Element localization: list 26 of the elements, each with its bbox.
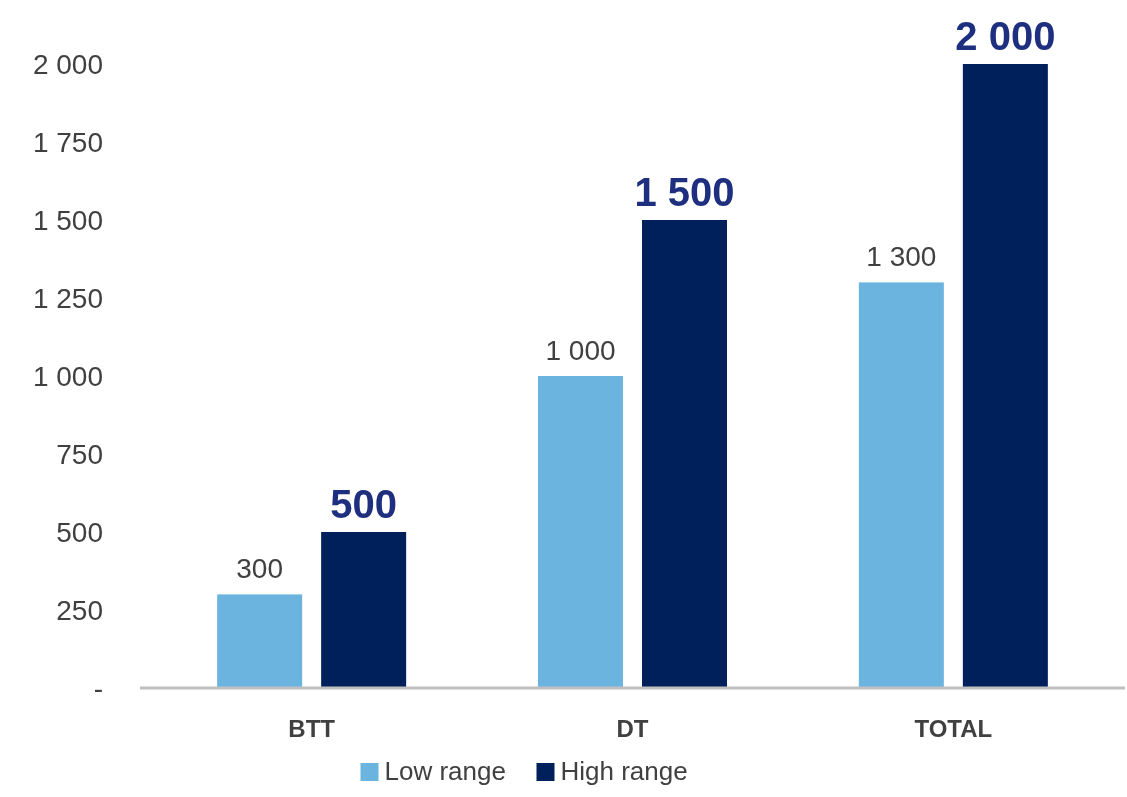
data-label: 300 <box>236 553 284 585</box>
x-tick-label: DT <box>616 715 649 742</box>
x-tick-label: BTT <box>288 715 336 742</box>
y-tick-label: 500 <box>56 516 103 548</box>
y-tick-label: - <box>93 672 103 704</box>
legend-label: High range <box>560 756 688 786</box>
bar <box>217 594 303 688</box>
y-tick-label: 1 000 <box>32 360 103 392</box>
x-tick-label: TOTAL <box>914 715 993 742</box>
bar <box>321 532 407 688</box>
bar <box>962 64 1048 688</box>
bar <box>642 220 727 688</box>
y-tick-label: 250 <box>56 594 103 626</box>
bar <box>858 282 944 688</box>
y-tick-label: 1 250 <box>32 282 103 314</box>
legend-label: Low range <box>384 756 506 786</box>
data-label: 1 000 <box>545 335 616 366</box>
bar <box>538 376 623 688</box>
y-tick-label: 1 500 <box>32 204 103 236</box>
data-label: 1 500 <box>634 170 735 214</box>
y-tick-label: 1 750 <box>32 126 103 158</box>
y-tick-label: 2 000 <box>32 48 103 80</box>
y-tick-label: 750 <box>56 438 103 470</box>
data-label: 2 000 <box>955 14 1056 58</box>
data-label: 500 <box>330 482 398 526</box>
data-label: 1 300 <box>866 241 937 273</box>
